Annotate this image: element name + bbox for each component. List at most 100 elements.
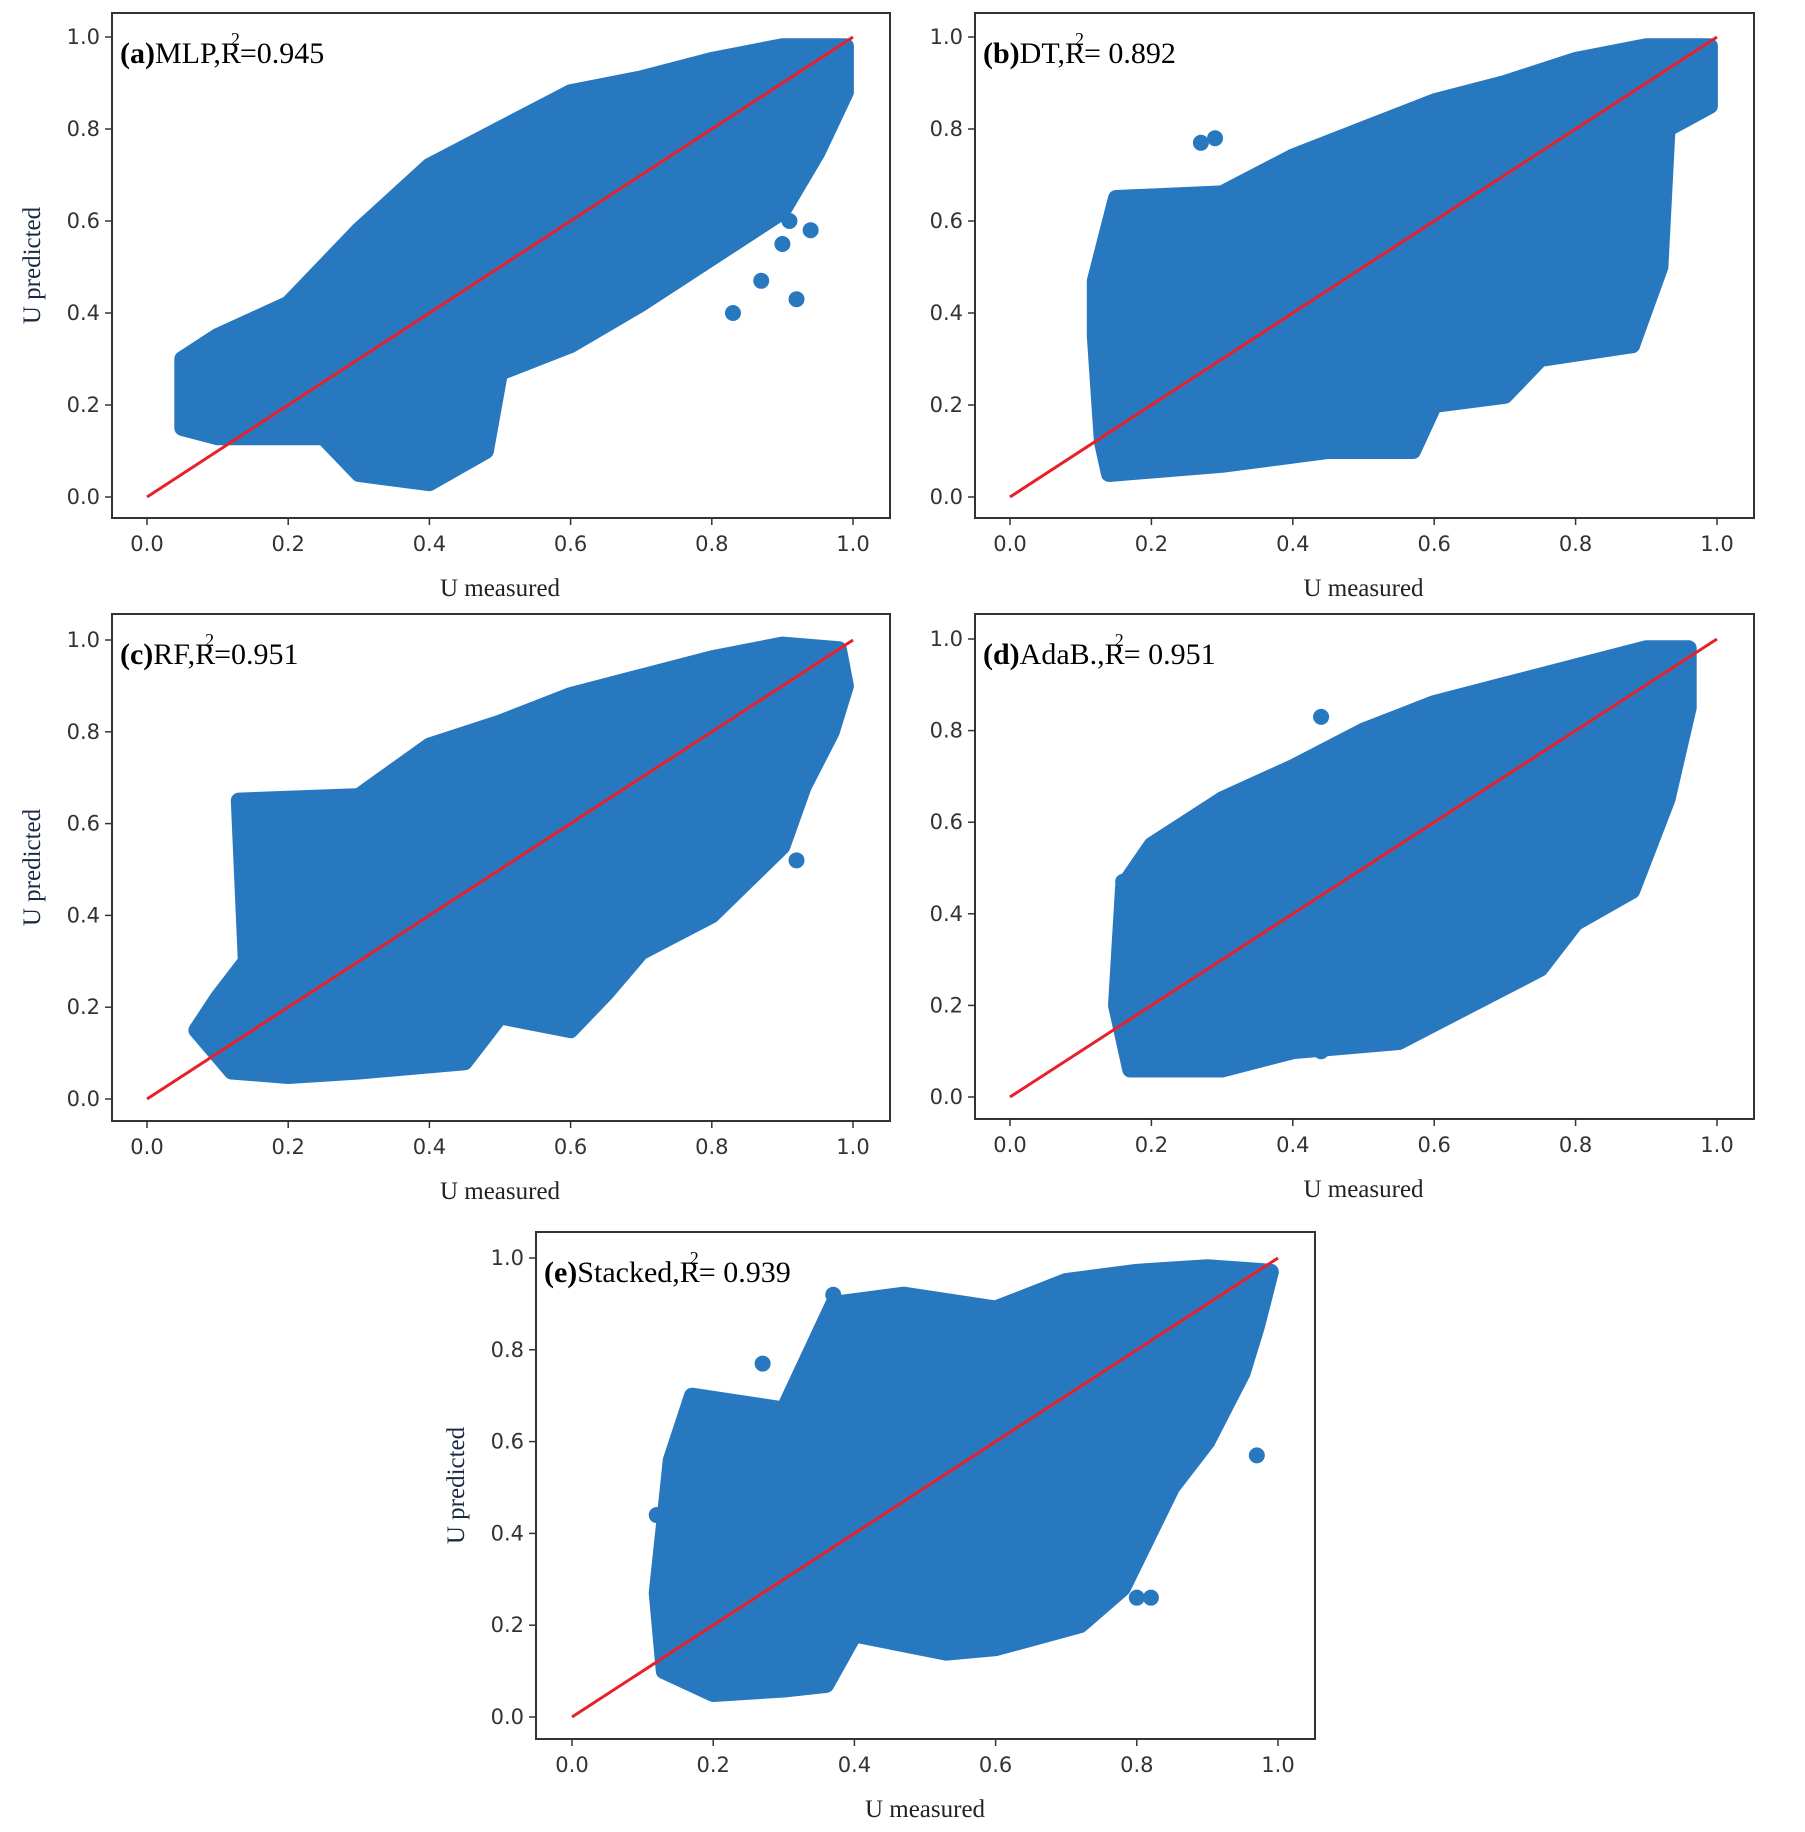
r-squared-symbol: ,R — [213, 37, 241, 70]
r-squared-symbol: ,R — [188, 638, 216, 671]
panel-letter: (b) — [983, 37, 1020, 70]
y-axis-label: U predicted — [19, 206, 46, 324]
x-tick-label: 0.2 — [696, 1753, 729, 1777]
y-tick-label: 0.0 — [67, 1087, 100, 1111]
y-axis-label: U predicted — [443, 1426, 470, 1544]
y-tick-label: 0.6 — [930, 209, 963, 233]
axes-frame — [974, 613, 1755, 1120]
scatter-point — [520, 705, 537, 722]
scatter-point — [788, 291, 805, 308]
r-squared-symbol: ,R — [1097, 638, 1125, 671]
scatter-point — [825, 1286, 842, 1303]
y-tick-label: 0.2 — [67, 995, 100, 1019]
identity-line — [1009, 35, 1718, 499]
y-tick-label: 1.0 — [67, 628, 100, 652]
identity-line — [571, 1256, 1279, 1719]
x-tick-label: 0.4 — [1276, 1133, 1309, 1157]
scatter-point — [788, 852, 805, 869]
scatter-point — [1624, 337, 1641, 354]
axes-frame — [111, 12, 891, 519]
panel-title: (a)MLP,R2=0.945 — [120, 29, 324, 70]
panel-c: 0.0 0.2 0.4 0.6 0.8 1.0 0.0 0.2 0.4 0.6 0.8 1.0 U me… — [19, 613, 891, 1205]
identity-line — [1009, 637, 1718, 1099]
y-tick-label: 0.2 — [930, 393, 963, 417]
panel-b: 0.0 0.2 0.4 0.6 0.8 1.0 0.0 0.2 0.4 0.6 0.8 1.0 U me… — [930, 12, 1755, 602]
x-tick-label: 0.4 — [413, 532, 446, 556]
x-tick-label: 0.6 — [554, 1135, 587, 1159]
scatter-point — [781, 213, 798, 229]
scatter-point — [1313, 708, 1330, 725]
r-squared-exponent: 2 — [690, 1248, 699, 1268]
y-tick-label: 0.6 — [930, 810, 963, 834]
x-axis-label: U measured — [440, 1178, 561, 1205]
axes-frame — [974, 12, 1755, 519]
scatter-point — [1248, 1447, 1265, 1464]
x-tick-label: 0.6 — [554, 532, 587, 556]
scatter-point — [754, 1355, 771, 1372]
scatter-point — [1192, 134, 1209, 151]
x-tick-label: 0.0 — [555, 1753, 588, 1777]
y-tick-label: 0.6 — [67, 209, 100, 233]
x-tick-label: 1.0 — [1700, 532, 1733, 556]
scatter-point — [1207, 130, 1224, 147]
panel-title: (d)AdaB.,R2= 0.951 — [983, 630, 1216, 671]
model-name: Stacked — [577, 1256, 672, 1289]
r-squared-value: = 0.951 — [1124, 638, 1216, 671]
panel-d: 0.0 0.2 0.4 0.6 0.8 1.0 0.0 0.2 0.4 0.6 0.8 1.0 U me… — [930, 613, 1755, 1203]
x-tick-label: 1.0 — [1700, 1133, 1733, 1157]
y-tick-label: 1.0 — [930, 25, 963, 49]
x-tick-label: 0.2 — [1135, 1133, 1168, 1157]
panel-e: 0.0 0.2 0.4 0.6 0.8 1.0 0.0 0.2 0.4 0.6 0.8 1.0 U me… — [443, 1231, 1316, 1823]
y-tick-label: 0.0 — [67, 485, 100, 509]
panel-letter: (a) — [120, 37, 155, 70]
x-axis-label: U measured — [1303, 575, 1424, 602]
x-tick-label: 0.8 — [1120, 1753, 1153, 1777]
scatter-point — [1115, 873, 1132, 890]
x-tick-label: 1.0 — [836, 532, 869, 556]
scatter-point-cloud — [1086, 38, 1718, 482]
scatter-point — [428, 737, 445, 754]
y-tick-label: 0.4 — [67, 301, 100, 325]
y-tick-label: 0.0 — [930, 1085, 963, 1109]
y-tick-label: 0.8 — [930, 117, 963, 141]
y-tick-label: 1.0 — [930, 627, 963, 651]
y-tick-label: 0.8 — [67, 117, 100, 141]
scatter-point — [648, 1507, 665, 1524]
y-tick-label: 1.0 — [67, 25, 100, 49]
identity-line — [146, 638, 854, 1101]
x-tick-label: 0.0 — [993, 1133, 1026, 1157]
y-tick-label: 0.8 — [491, 1338, 524, 1362]
x-tick-label: 0.4 — [413, 1135, 446, 1159]
x-tick-label: 0.2 — [271, 1135, 304, 1159]
x-tick-label: 1.0 — [1261, 1753, 1294, 1777]
y-tick-label: 0.4 — [930, 902, 963, 926]
y-tick-label: 0.2 — [67, 393, 100, 417]
panel-title: (e)Stacked,R2= 0.939 — [544, 1248, 791, 1289]
panel-letter: (d) — [983, 638, 1020, 671]
y-tick-label: 0.8 — [930, 719, 963, 743]
scatter-point — [774, 236, 791, 252]
r-squared-exponent: 2 — [1115, 630, 1124, 650]
x-tick-label: 0.8 — [695, 532, 728, 556]
y-tick-label: 0.0 — [930, 485, 963, 509]
x-axis-label: U measured — [1303, 1176, 1424, 1203]
y-tick-label: 0.4 — [930, 301, 963, 325]
y-tick-label: 0.4 — [491, 1521, 524, 1545]
x-tick-label: 0.4 — [838, 1753, 871, 1777]
y-tick-label: 0.8 — [67, 720, 100, 744]
panel-letter: (e) — [544, 1256, 577, 1289]
r-squared-symbol: ,R — [672, 1256, 700, 1289]
r-squared-value: = 0.939 — [699, 1256, 791, 1289]
r-squared-exponent: 2 — [1075, 29, 1084, 49]
model-name: DT — [1020, 37, 1060, 70]
scatter-point-cloud — [174, 38, 854, 492]
scatter-point-cloud — [188, 636, 854, 1084]
model-name: AdaB. — [1020, 638, 1098, 671]
model-name: MLP — [155, 37, 216, 70]
r-squared-exponent: 2 — [205, 630, 214, 650]
x-tick-label: 0.8 — [695, 1135, 728, 1159]
y-tick-label: 0.2 — [930, 993, 963, 1017]
scatter-point — [1313, 1043, 1330, 1060]
scatter-point-cloud — [1108, 640, 1697, 1078]
